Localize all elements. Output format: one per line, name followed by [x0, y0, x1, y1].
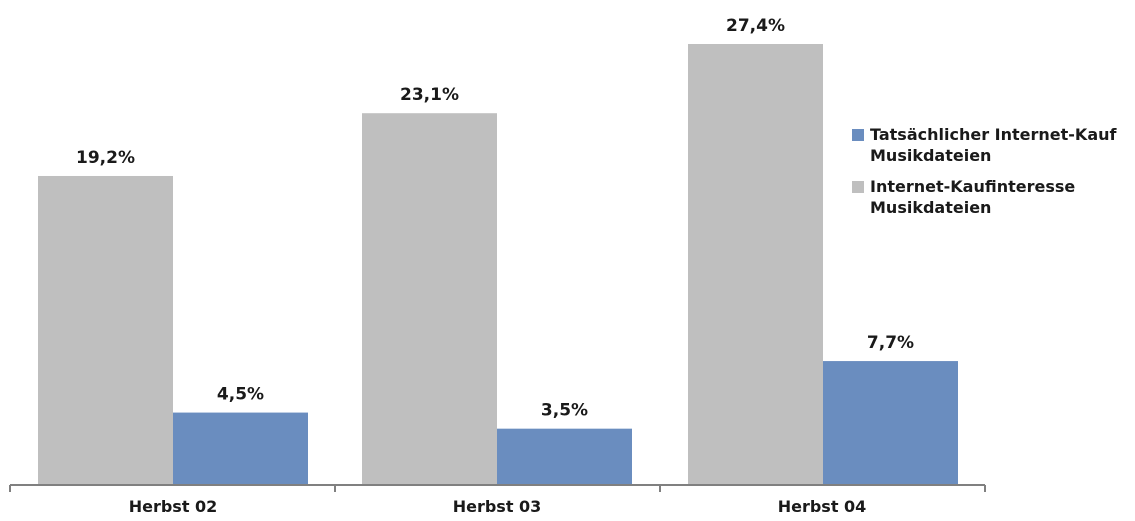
legend-item-actual-purchase: Tatsächlicher Internet-Kauf Musikdateien: [852, 124, 1132, 166]
legend-item-purchase-interest: Internet-Kaufinteresse Musikdateien: [852, 176, 1132, 218]
x-tick-label-4: Herbst 04: [778, 497, 867, 516]
x-tick-labels: Herbst 02 Herbst 03 Herbst 04: [129, 497, 867, 516]
legend-label-purchase-interest: Internet-Kaufinteresse Musikdateien: [870, 176, 1075, 218]
legend-label-line2: Musikdateien: [870, 146, 992, 165]
data-label-interest-2: 19,2%: [76, 148, 135, 168]
data-label-interest-4: 27,4%: [726, 16, 785, 36]
legend-swatch-purchase-interest: [852, 181, 864, 193]
legend-label-line1: Internet-Kaufinteresse: [870, 177, 1076, 196]
bars-group: [38, 44, 958, 486]
bar-interest-3: [362, 113, 497, 485]
legend: Tatsächlicher Internet-Kauf Musikdateien…: [852, 124, 1132, 228]
data-label-actual-2: 4,5%: [217, 385, 264, 405]
bar-actual-4: [823, 361, 958, 485]
data-label-actual-4: 7,7%: [867, 333, 914, 353]
data-label-actual-3: 3,5%: [541, 401, 588, 421]
bar-actual-2: [173, 412, 308, 485]
data-label-interest-3: 23,1%: [400, 85, 459, 105]
bar-interest-4: [688, 44, 823, 485]
legend-label-line2: Musikdateien: [870, 198, 992, 217]
x-tick-label-2: Herbst 02: [129, 497, 218, 516]
bar-actual-3: [497, 428, 632, 485]
value-labels-group: 19,2% 4,5% 23,1% 3,5% 27,4% 7,7%: [76, 16, 914, 421]
bar-interest-2: [38, 175, 173, 486]
x-tick-label-3: Herbst 03: [453, 497, 542, 516]
x-axis: [9, 484, 986, 492]
legend-label-actual-purchase: Tatsächlicher Internet-Kauf Musikdateien: [870, 124, 1116, 166]
legend-swatch-actual-purchase: [852, 129, 864, 141]
legend-label-line1: Tatsächlicher Internet-Kauf: [870, 125, 1117, 144]
